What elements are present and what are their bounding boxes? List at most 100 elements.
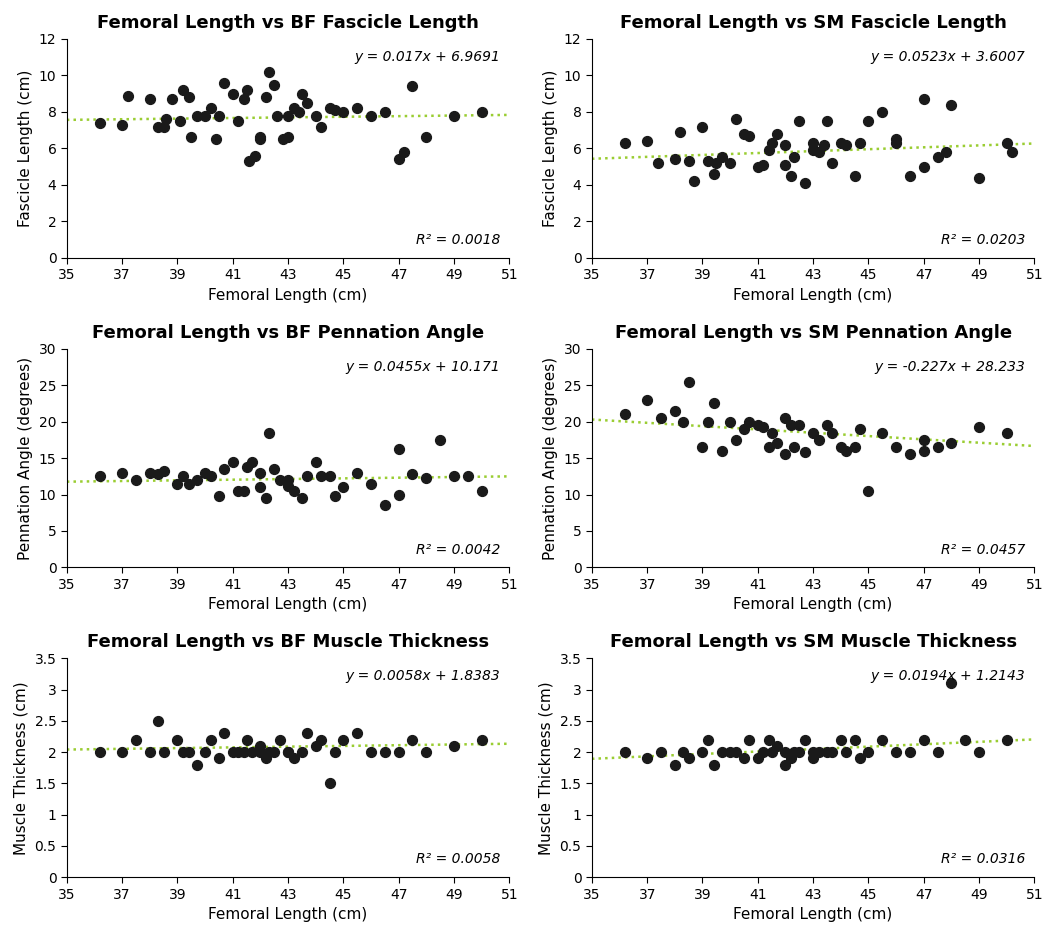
Point [363, 745, 379, 760]
Text: y = 0.0194x + 1.2143: y = 0.0194x + 1.2143 [871, 669, 1025, 683]
Point [666, 403, 683, 418]
Point [363, 108, 379, 123]
Point [810, 745, 827, 760]
Point [321, 776, 338, 791]
X-axis label: Femoral Length (cm): Femoral Length (cm) [734, 597, 893, 612]
Point [818, 113, 835, 128]
Point [349, 101, 366, 116]
Point [832, 136, 849, 151]
Point [265, 461, 282, 476]
Point [672, 124, 689, 139]
Point [208, 132, 225, 147]
Point [705, 167, 722, 182]
X-axis label: Femoral Length (cm): Femoral Length (cm) [208, 907, 368, 922]
Point [274, 132, 291, 147]
Point [713, 444, 730, 459]
Point [810, 144, 827, 159]
Point [902, 446, 919, 461]
Point [150, 713, 167, 728]
Point [327, 103, 344, 118]
Point [741, 128, 758, 143]
Point [970, 170, 987, 185]
Point [418, 745, 434, 760]
Point [294, 745, 311, 760]
Point [874, 732, 891, 747]
Point [404, 79, 421, 94]
Point [902, 745, 919, 760]
Point [796, 445, 813, 460]
Point [308, 454, 324, 469]
Point [705, 396, 722, 411]
X-axis label: Femoral Length (cm): Femoral Length (cm) [208, 597, 368, 612]
Point [180, 90, 197, 105]
Text: y = 0.0523x + 3.6007: y = 0.0523x + 3.6007 [871, 50, 1025, 64]
Point [824, 155, 841, 170]
Point [376, 105, 393, 120]
Point [258, 490, 275, 505]
Point [390, 152, 407, 167]
Point [777, 138, 794, 153]
Point [260, 425, 277, 440]
Point [915, 159, 932, 174]
Point [888, 440, 905, 455]
Point [349, 726, 366, 741]
Point [229, 483, 246, 498]
Text: y = 0.017x + 6.9691: y = 0.017x + 6.9691 [354, 50, 500, 64]
Text: R² = 0.0018: R² = 0.0018 [416, 233, 500, 247]
Point [258, 751, 275, 766]
Point [308, 739, 324, 753]
Point [650, 155, 667, 170]
Point [722, 414, 739, 429]
Point [860, 745, 877, 760]
Point [285, 101, 302, 116]
Point [327, 489, 344, 504]
Point [308, 108, 324, 123]
Point [252, 480, 268, 495]
Point [943, 97, 960, 112]
Text: R² = 0.0203: R² = 0.0203 [941, 233, 1025, 247]
Point [700, 154, 717, 168]
Point [376, 745, 393, 760]
Point [804, 745, 821, 760]
Point [700, 414, 717, 429]
Point [616, 745, 633, 760]
Point [736, 421, 753, 436]
Point [782, 417, 799, 432]
Point [244, 454, 261, 469]
Point [832, 440, 849, 455]
Point [838, 138, 855, 153]
Point [445, 469, 462, 484]
Point [395, 144, 412, 159]
Point [674, 414, 691, 429]
Point [285, 751, 302, 766]
Point [741, 732, 758, 747]
Point [474, 483, 490, 498]
Y-axis label: Muscle Thickness (cm): Muscle Thickness (cm) [539, 681, 554, 855]
Point [260, 745, 277, 760]
Point [700, 732, 717, 747]
Point [666, 757, 683, 772]
Point [768, 436, 785, 451]
Point [713, 745, 730, 760]
Point [321, 101, 338, 116]
Point [818, 417, 835, 432]
Point [713, 150, 730, 165]
Point [280, 108, 297, 123]
Point [616, 136, 633, 151]
Point [188, 473, 205, 488]
Point [210, 489, 227, 504]
Point [335, 480, 352, 495]
Point [390, 487, 407, 502]
Text: R² = 0.0457: R² = 0.0457 [941, 543, 1025, 557]
Point [180, 476, 197, 491]
Point [157, 111, 174, 126]
Point [791, 417, 808, 432]
Point [155, 745, 172, 760]
Point [390, 442, 407, 457]
Point [741, 414, 758, 429]
Point [736, 126, 753, 141]
Title: Femoral Length vs BF Muscle Thickness: Femoral Length vs BF Muscle Thickness [87, 634, 489, 651]
Point [638, 392, 655, 407]
Point [888, 745, 905, 760]
Title: Femoral Length vs SM Fascicle Length: Femoral Length vs SM Fascicle Length [619, 14, 1006, 32]
